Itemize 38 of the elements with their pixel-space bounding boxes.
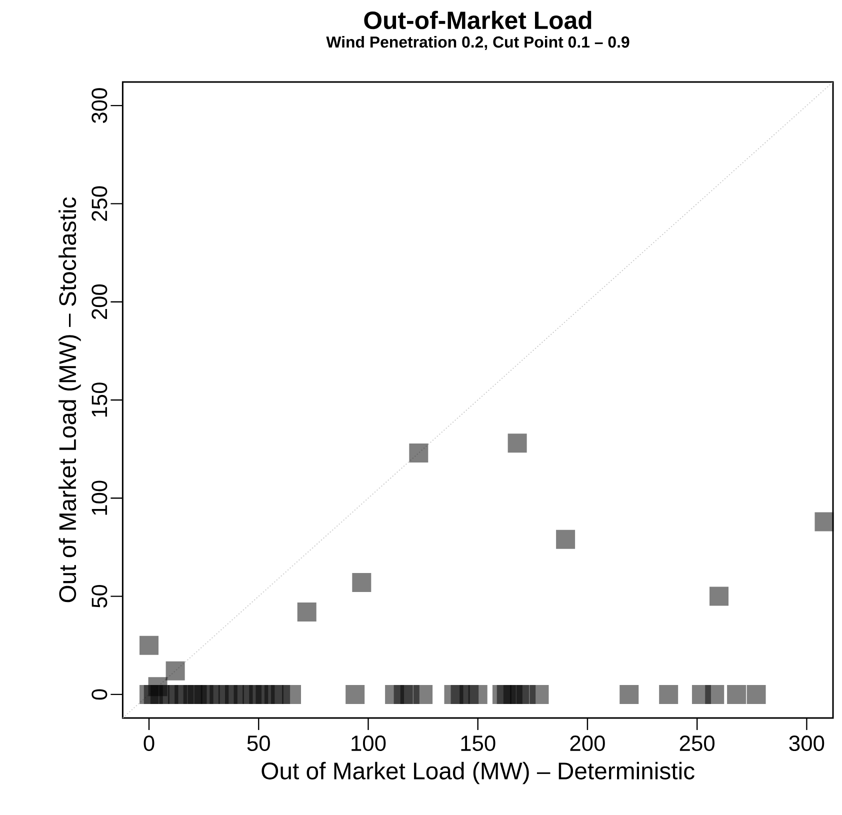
y-tick-label: 250 [92,186,108,221]
y-axis-title: Out of Market Load (MW) – Stochastic [58,197,81,602]
x-tick-label: 200 [570,736,605,752]
point [814,512,834,532]
point [746,684,766,704]
chart-subtitle: Wind Penetration 0.2, Cut Point 0.1 – 0.9 [326,36,630,50]
point [468,684,488,704]
x-tick-label: 150 [461,736,496,752]
x-tick-label: 50 [247,736,270,752]
y-tick-label: 150 [92,382,108,417]
point [705,684,724,704]
point [620,684,639,704]
point [166,661,185,680]
point [148,677,168,696]
point [414,684,433,704]
point [556,530,576,549]
y-tick-label: 50 [92,584,108,608]
point [530,684,549,704]
y-tick-label: 200 [92,284,108,320]
point [409,443,428,462]
point [346,684,365,704]
y-tick-label: 300 [92,88,108,124]
point [140,636,159,655]
point [710,586,729,606]
y-tick-label: 100 [92,480,108,515]
x-tick-label: 250 [680,736,714,752]
point [727,684,746,704]
y-tick-label: 0 [92,689,108,700]
point [659,684,678,704]
point [282,684,302,704]
x-tick-label: 300 [789,736,824,752]
x-tick-label: 100 [352,736,386,752]
point [352,573,372,592]
point [508,434,527,453]
x-tick-label: 0 [144,736,154,752]
point [297,602,316,622]
chart-title: Out-of-Market Load [364,10,592,30]
x-axis-title: Out of Market Load (MW) – Deterministic [262,762,694,784]
